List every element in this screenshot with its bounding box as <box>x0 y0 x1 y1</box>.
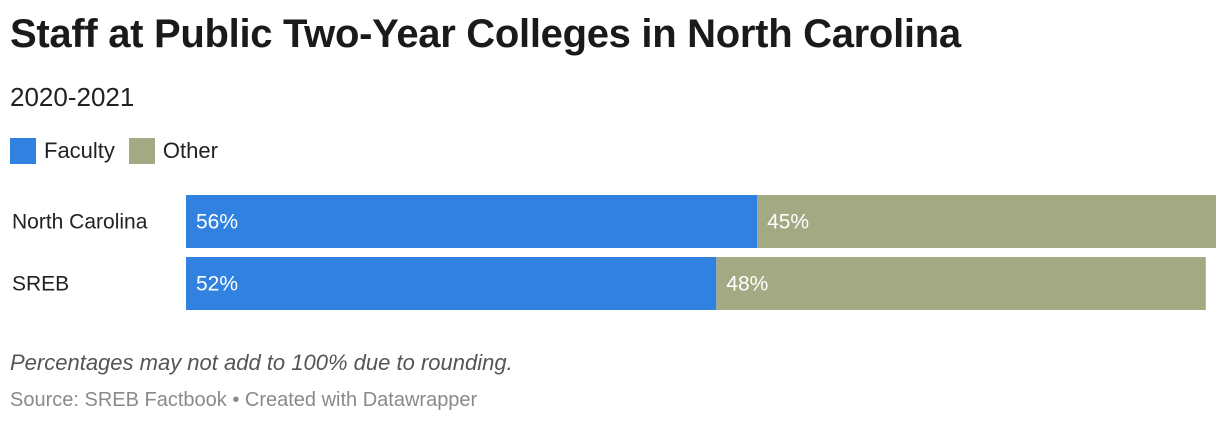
bar-other-sreb <box>716 257 1206 310</box>
legend-item-faculty: Faculty <box>10 138 115 164</box>
stacked-bar-chart: North Carolina 56% 45% SREB 52% 48% <box>12 195 1216 310</box>
bar-faculty-sreb <box>186 257 717 310</box>
footnote: Percentages may not add to 100% due to r… <box>10 350 513 375</box>
bar-other-north-carolina <box>757 195 1216 248</box>
legend-item-other: Other <box>128 138 218 164</box>
legend-swatch-faculty <box>10 138 36 164</box>
bar-faculty-north-carolina <box>186 195 758 248</box>
source-credit: Source: SREB Factbook • Created with Dat… <box>10 389 478 411</box>
legend-swatch-other <box>128 138 155 164</box>
value-label-faculty-north-carolina: 56% <box>196 211 238 234</box>
value-label-other-sreb: 48% <box>726 273 768 296</box>
chart-title: Staff at Public Two-Year Colleges in Nor… <box>10 12 961 56</box>
legend-label-faculty: Faculty <box>44 138 115 163</box>
value-label-other-north-carolina: 45% <box>767 211 809 234</box>
value-label-faculty-sreb: 52% <box>196 273 238 296</box>
legend-label-other: Other <box>162 138 218 163</box>
chart-subtitle: 2020-2021 <box>10 82 135 112</box>
category-label-north-carolina: North Carolina <box>12 211 148 234</box>
legend: Faculty Other <box>10 138 232 164</box>
category-label-sreb: SREB <box>12 273 69 296</box>
